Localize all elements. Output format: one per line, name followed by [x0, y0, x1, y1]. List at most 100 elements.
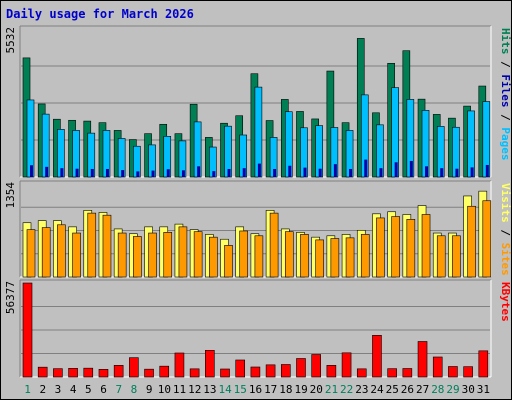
bar-sites: [254, 235, 264, 278]
bar-kbytes: [144, 368, 154, 378]
bar-kbytes: [387, 368, 397, 378]
bar-pages: [364, 159, 368, 177]
day-label: 8: [131, 383, 138, 396]
bar-pages: [409, 160, 413, 177]
bar-kbytes: [129, 357, 139, 378]
bar-sites: [209, 236, 218, 278]
bar-pages: [379, 168, 383, 177]
bar-pages: [470, 167, 474, 177]
day-label: 28: [431, 383, 444, 396]
bar-pages: [166, 169, 170, 177]
bar-kbytes: [68, 368, 78, 378]
bar-pages: [273, 168, 277, 177]
bar-kbytes: [159, 365, 170, 378]
day-label: 31: [477, 383, 490, 396]
bar-pages: [257, 163, 261, 177]
bar-pages: [455, 168, 459, 177]
day-label: 23: [355, 383, 368, 396]
bar-sites: [87, 212, 97, 278]
bar-kbytes: [463, 366, 473, 378]
bar-kbytes: [265, 364, 276, 378]
bar-sites: [300, 234, 309, 278]
legend-segment: Sites: [499, 243, 512, 276]
bar-kbytes: [83, 367, 94, 378]
day-label: 13: [203, 383, 216, 396]
day-label: 25: [386, 383, 399, 396]
day-label: 9: [146, 383, 153, 396]
bar-sites: [376, 217, 385, 278]
day-label: 16: [249, 383, 262, 396]
bar-kbytes: [174, 352, 185, 378]
day-label: 1: [24, 383, 31, 396]
bar-sites: [284, 231, 294, 278]
bar-pages: [45, 166, 49, 177]
bar-pages: [105, 168, 109, 177]
bar-pages: [75, 168, 79, 177]
bar-kbytes: [402, 368, 413, 378]
bar-kbytes: [205, 350, 215, 378]
bar-kbytes: [113, 365, 124, 378]
bar-sites: [406, 219, 416, 278]
bar-pages: [318, 168, 322, 177]
bar-sites: [360, 234, 370, 278]
legend-kbytes: KBytes: [499, 282, 512, 322]
bar-sites: [452, 235, 461, 278]
bar-pages: [227, 168, 231, 177]
ymax-label-hits-files-pages: 5532: [4, 27, 17, 54]
bar-kbytes: [98, 369, 109, 378]
bar-sites: [330, 238, 340, 278]
bar-kbytes: [372, 335, 382, 378]
day-label: 18: [279, 383, 292, 396]
bar-pages: [90, 168, 94, 177]
bar-pages: [121, 170, 125, 177]
bar-pages: [242, 168, 246, 177]
bar-sites: [482, 200, 492, 278]
day-label: 27: [416, 383, 429, 396]
bar-sites: [239, 230, 249, 278]
bar-kbytes: [296, 358, 306, 378]
bar-kbytes: [356, 368, 367, 378]
bar-pages: [181, 170, 185, 177]
bar-sites: [467, 205, 476, 278]
bar-pages: [197, 166, 201, 177]
bar-kbytes: [326, 365, 337, 378]
bar-kbytes: [432, 356, 443, 378]
legend-segment: Visits: [499, 183, 512, 223]
ymax-label-kbytes: 56377: [4, 281, 17, 314]
day-label: 15: [234, 383, 247, 396]
day-label: 20: [310, 383, 323, 396]
bar-kbytes: [478, 350, 489, 378]
bar-sites: [269, 212, 279, 278]
bar-sites: [345, 237, 355, 278]
bar-sites: [117, 232, 127, 278]
bar-kbytes: [235, 359, 246, 378]
bar-kbytes: [341, 352, 352, 378]
day-label: 26: [401, 383, 414, 396]
day-label: 30: [462, 383, 475, 396]
day-label: 17: [264, 383, 277, 396]
bar-pages: [288, 165, 292, 177]
bar-pages: [333, 164, 337, 177]
bar-pages: [425, 166, 429, 177]
bar-pages: [349, 168, 353, 177]
bar-sites: [315, 239, 324, 278]
bar-sites: [26, 229, 36, 278]
bar-kbytes: [189, 368, 200, 378]
bar-kbytes: [448, 366, 458, 378]
day-label: 24: [370, 383, 384, 396]
bar-sites: [133, 236, 142, 278]
bar-pages: [394, 162, 398, 177]
bar-sites: [163, 232, 173, 278]
day-label: 21: [325, 383, 338, 396]
bar-pages: [136, 171, 140, 177]
bar-pages: [212, 171, 216, 177]
bar-hits: [326, 70, 335, 178]
legend-segment: Files: [499, 74, 512, 107]
bar-sites: [57, 224, 66, 278]
bar-kbytes: [311, 354, 321, 378]
bar-sites: [72, 232, 81, 278]
day-label: 12: [188, 383, 201, 396]
legend-hits-files-pages: Hits / Files / Pages: [499, 28, 512, 161]
day-label: 4: [70, 383, 77, 396]
